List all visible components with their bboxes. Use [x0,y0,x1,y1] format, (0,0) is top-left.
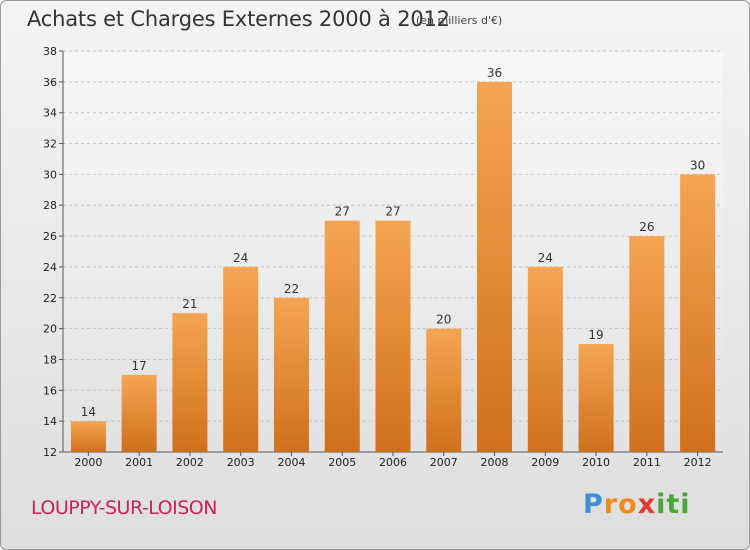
bar [680,174,716,452]
logo-letter: i [680,489,691,520]
y-tick-label: 16 [43,384,57,397]
x-tick-label: 2003 [227,456,255,469]
x-tick-label: 2008 [481,456,509,469]
logo-letter: P [583,489,604,520]
y-tick-label: 24 [43,261,57,274]
bar [426,328,462,452]
data-label: 27 [385,205,400,219]
x-tick-label: 2005 [328,456,356,469]
bar [273,297,309,452]
logo-letter: x [637,489,657,520]
y-tick-label: 38 [43,45,57,58]
bar [324,220,360,452]
bar [629,236,665,452]
chart-title: Achats et Charges Externes 2000 à 2012 [27,7,450,31]
x-tick-label: 2001 [125,456,153,469]
data-label: 19 [588,328,603,342]
x-tick-label: 2000 [74,456,102,469]
y-tick-label: 22 [43,292,57,305]
bar [121,374,157,452]
y-tick-label: 30 [43,168,57,181]
logo-letter: i [656,489,667,520]
bar [578,344,614,452]
chart-unit: (en milliers d'€) [416,14,503,27]
data-label: 24 [538,251,553,265]
y-tick-label: 12 [43,446,57,459]
data-label: 36 [487,66,502,80]
logo-letter: t [666,489,681,520]
data-label: 14 [81,405,96,419]
bar [172,313,208,452]
data-label: 22 [284,282,299,296]
data-label: 26 [639,220,654,234]
x-tick-label: 2002 [176,456,204,469]
proxiti-logo[interactable]: Proxiti [583,489,691,520]
x-tick-label: 2007 [430,456,458,469]
y-tick-label: 28 [43,199,57,212]
x-tick-label: 2004 [277,456,305,469]
data-label: 17 [132,359,147,373]
bar [375,220,411,452]
data-label: 27 [335,205,350,219]
bar [70,421,106,452]
y-tick-label: 18 [43,353,57,366]
x-tick-label: 2006 [379,456,407,469]
data-label: 24 [233,251,248,265]
y-tick-label: 34 [43,107,57,120]
data-label: 21 [182,297,197,311]
x-tick-label: 2009 [531,456,559,469]
y-tick-label: 32 [43,138,57,151]
y-tick-label: 26 [43,230,57,243]
bar [477,81,513,452]
x-tick-label: 2012 [684,456,712,469]
y-tick-label: 20 [43,323,57,336]
y-tick-label: 14 [43,415,57,428]
data-label: 20 [436,313,451,327]
y-tick-label: 36 [43,76,57,89]
commune-name: LOUPPY-SUR-LOISON [31,497,217,519]
bar [223,266,259,452]
logo-letter: o [618,489,638,520]
logo-letter: r [603,489,619,520]
x-tick-label: 2011 [633,456,661,469]
data-label: 30 [690,158,705,172]
x-tick-label: 2010 [582,456,610,469]
bar [527,266,563,452]
